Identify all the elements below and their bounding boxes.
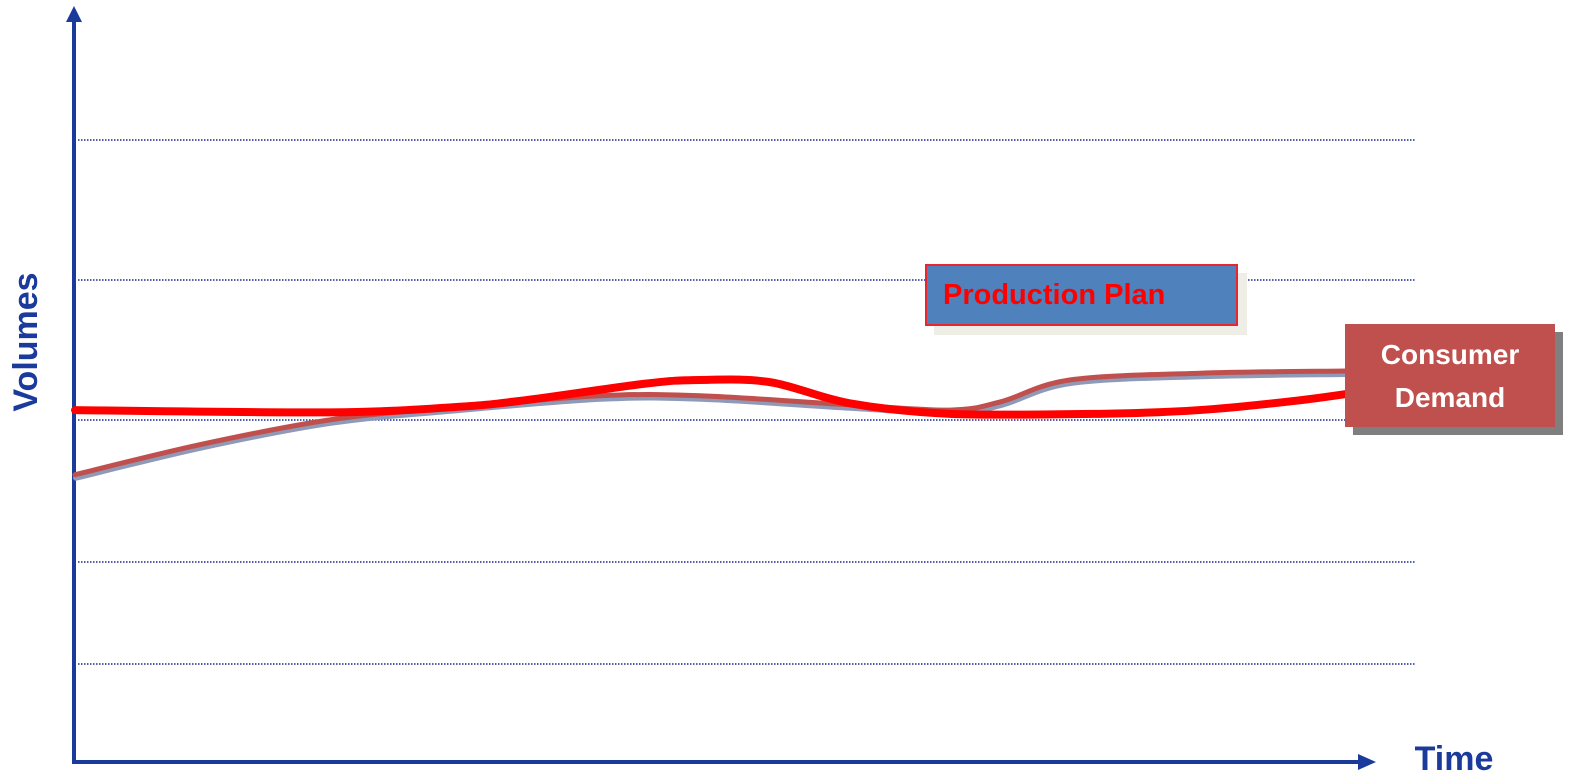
- x-axis-title: Time: [1415, 740, 1494, 778]
- series-label: Production Plan: [925, 264, 1238, 326]
- series-line: [71, 375, 1379, 419]
- series-label: Consumer Demand: [1345, 324, 1555, 427]
- series-line: [72, 368, 1348, 478]
- line-shadow: [73, 370, 1350, 481]
- y-axis-title: Volumes: [7, 272, 45, 411]
- y-axis-arrow: [66, 6, 82, 22]
- x-axis-arrow: [1358, 754, 1376, 770]
